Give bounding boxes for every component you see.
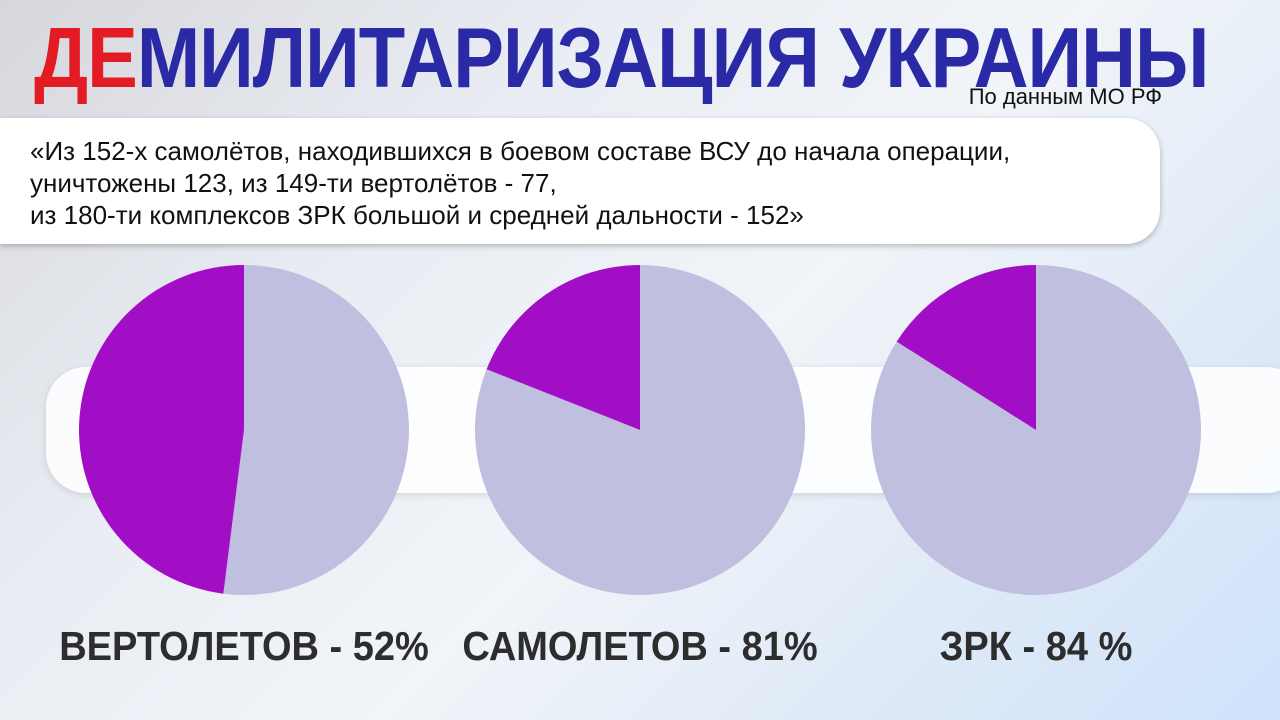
pie-chart-sam	[870, 264, 1202, 596]
page-title: ДЕМИЛИТАРИЗАЦИЯ УКРАИНЫ	[34, 10, 1210, 106]
pie-svg-sam	[871, 265, 1201, 595]
quote-line-2: уничтожены 123, из 149-ти вертолётов - 7…	[30, 168, 557, 198]
pie-chart-planes	[474, 264, 806, 596]
pie-label-planes: САМОЛЕТОВ - 81%	[462, 624, 818, 670]
quote-box: «Из 152-х самолётов, находившихся в боев…	[0, 118, 1160, 244]
pie-svg-helicopters	[79, 265, 410, 595]
pie-slice-sam-destroyed	[896, 265, 1036, 430]
pie-chart-helicopters	[78, 264, 410, 596]
pie-label-sam: ЗРК - 84 %	[939, 624, 1133, 670]
pie-svg-planes	[475, 265, 805, 595]
quote-line-1: «Из 152-х самолётов, находившихся в боев…	[30, 136, 1011, 166]
pie-slice-helicopters-remaining	[223, 265, 410, 595]
pie-slice-planes-destroyed	[486, 265, 640, 430]
quote-line-3: из 180-ти комплексов ЗРК большой и средн…	[30, 200, 804, 230]
title-highlight: ДЕ	[34, 10, 138, 106]
pie-label-helicopters: ВЕРТОЛЕТОВ - 52%	[59, 624, 429, 670]
title-main: МИЛИТАРИЗАЦИЯ УКРАИНЫ	[136, 10, 1210, 106]
pie-slice-helicopters-destroyed	[79, 265, 244, 594]
source-note: По данным МО РФ	[968, 84, 1162, 109]
